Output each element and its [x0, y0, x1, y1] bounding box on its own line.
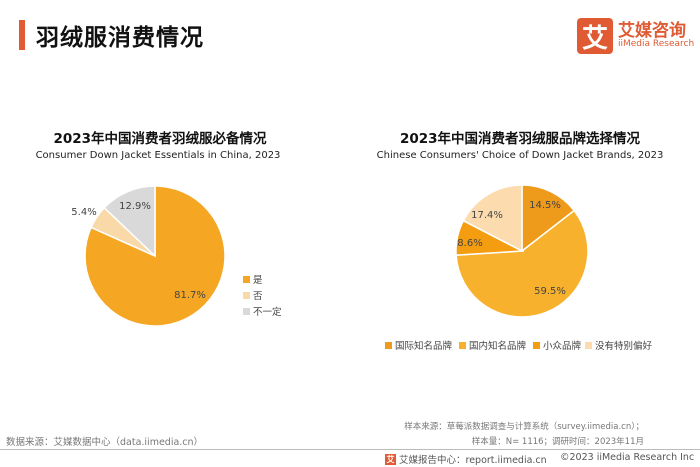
pie1-label-1: 5.4% — [71, 207, 96, 218]
chart1-subtitle: Consumer Down Jacket Essentials in China… — [35, 150, 281, 161]
pie2-legend-swatch-1 — [459, 342, 466, 349]
pie2-legend-label-0: 国际知名品牌 — [395, 340, 453, 352]
title-accent-bar — [19, 20, 25, 50]
pie2-label-0: 14.5% — [529, 200, 561, 211]
pie1-legend-swatch-0 — [243, 276, 250, 283]
footer-bar: 艾 艾媒报告中心：report.iimedia.cn ©2023 iiMedia… — [0, 451, 700, 467]
pie1-legend-label-2: 不一定 — [253, 306, 282, 318]
pie1-legend-swatch-1 — [243, 292, 250, 299]
pie2-legend-swatch-3 — [585, 342, 592, 349]
chart2-subtitle: Chinese Consumers' Choice of Down Jacket… — [376, 150, 664, 161]
sample-size: 样本量：N= 1116；调研时间：2023年11月 — [471, 437, 644, 447]
pie1-legend-label-0: 是 — [253, 275, 263, 286]
pie2-legend-label-2: 小众品牌 — [543, 340, 582, 352]
sample-source: 样本来源：草莓派数据调查与计算系统（survey.iimedia.cn）； — [404, 422, 644, 432]
pie2-legend-label-3: 没有特别偏好 — [595, 340, 653, 352]
pie2-legend-swatch-0 — [385, 342, 392, 349]
brand-logo: 艾 艾媒咨询 iiMedia Research — [577, 18, 694, 54]
pie2-slice-3 — [462, 184, 523, 253]
chart1-title: 2023年中国消费者羽绒服必备情况 — [53, 131, 267, 147]
pie1-label-2: 12.9% — [119, 201, 151, 212]
chart2-title: 2023年中国消费者羽绒服品牌选择情况 — [399, 131, 641, 147]
pie2-legend-label-1: 国内知名品牌 — [469, 340, 527, 352]
footer-divider — [0, 449, 700, 450]
footer-copyright: ©2023 iiMedia Research Inc — [560, 452, 695, 463]
footer-report-center[interactable]: 艾媒报告中心：report.iimedia.cn — [399, 455, 547, 466]
footer-logo-icon: 艾 — [385, 453, 396, 465]
pie1-legend-swatch-2 — [243, 308, 250, 315]
pie1-label-0: 81.7% — [174, 290, 206, 301]
pie2-label-2: 8.6% — [457, 238, 482, 249]
data-source-left: 数据来源：艾媒数据中心（data.iimedia.cn） — [6, 437, 204, 448]
page-title: 羽绒服消费情况 — [36, 25, 204, 51]
logo-mark-icon: 艾 — [577, 18, 613, 54]
pie1-slice-2 — [103, 185, 156, 258]
pie2-label-1: 59.5% — [534, 286, 566, 297]
pie2-slice-0 — [521, 184, 576, 253]
pie2-slice-1 — [455, 209, 589, 318]
logo-name-en: iiMedia Research — [618, 39, 695, 50]
logo-name-cn: 艾媒咨询 — [618, 20, 686, 41]
pie2-legend-swatch-2 — [533, 342, 540, 349]
pie1-legend-label-1: 否 — [253, 291, 263, 302]
pie2-label-3: 17.4% — [471, 210, 503, 221]
